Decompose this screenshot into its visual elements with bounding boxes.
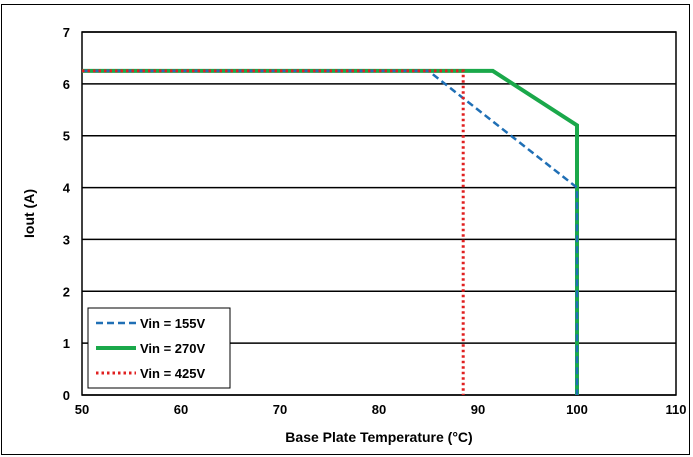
- y-tick-label: 2: [63, 284, 70, 299]
- legend-label-1: Vin = 155V: [140, 316, 205, 331]
- y-tick-label: 1: [63, 336, 70, 351]
- plot-area: [81, 31, 677, 396]
- x-axis-label: Base Plate Temperature (°C): [285, 429, 472, 445]
- x-tick-label: 50: [75, 402, 89, 417]
- x-tick-label: 100: [566, 402, 588, 417]
- series-line-1: [82, 69, 579, 395]
- x-tick-label: 110: [666, 402, 687, 417]
- y-tick-label: 7: [63, 25, 70, 40]
- series-layer: [82, 68, 579, 395]
- y-tick-label: 3: [63, 232, 70, 247]
- x-tick-labels: 50 60 70 80 90 100 110: [75, 402, 687, 417]
- x-tick-label: 80: [372, 402, 386, 417]
- y-tick-labels: 0 1 2 3 4 5 6 7: [63, 25, 71, 403]
- legend: Vin = 155V Vin = 270V Vin = 425V: [87, 307, 231, 389]
- y-tick-label: 5: [63, 129, 70, 144]
- x-tick-label: 90: [471, 402, 485, 417]
- x-tick-label: 60: [174, 402, 188, 417]
- legend-label-3: Vin = 425V: [140, 366, 205, 381]
- series-line-3: [82, 69, 465, 395]
- legend-label-2: Vin = 270V: [140, 341, 205, 356]
- y-axis-label: Iout (A): [21, 189, 37, 238]
- y-tick-label: 6: [63, 77, 70, 92]
- y-tick-label: 0: [63, 388, 70, 403]
- x-tick-label: 70: [273, 402, 287, 417]
- y-tick-label: 4: [63, 181, 71, 196]
